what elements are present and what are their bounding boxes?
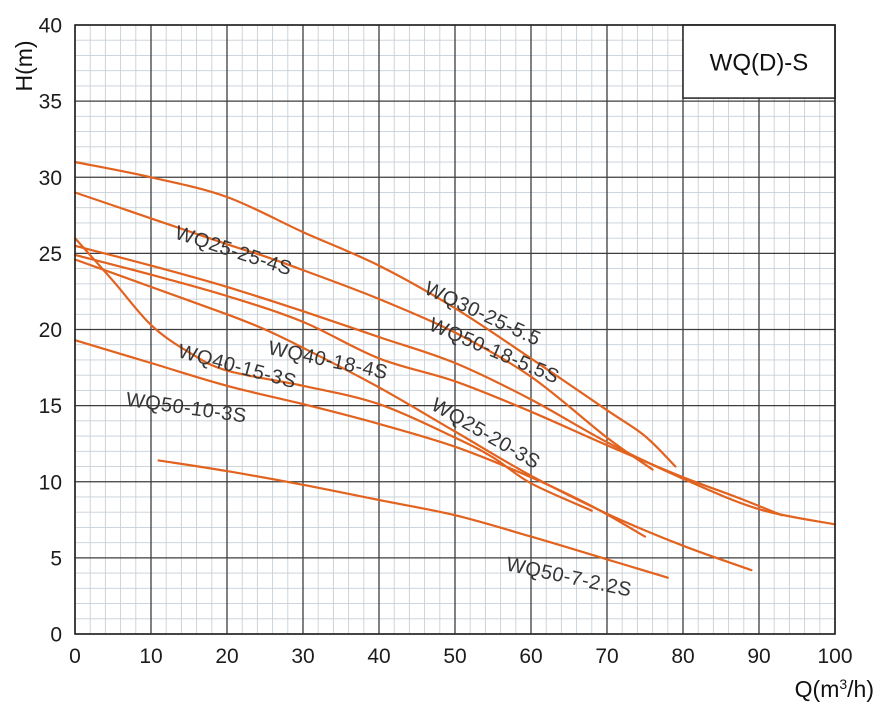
x-tick-40: 40 [367, 645, 390, 668]
curves [73, 160, 837, 579]
x-axis-title: Q(m3/h) [795, 676, 874, 702]
curve-label-WQ25-25-4S: WQ25-25-4S [172, 222, 295, 281]
x-tick-100: 100 [817, 645, 852, 668]
title-box-frame [682, 24, 836, 99]
y-tick-30: 30 [39, 167, 62, 190]
curve-WQ25-20-3S [73, 258, 753, 572]
curve-WQ30-25-5.5 [73, 160, 677, 468]
x-tick-80: 80 [671, 645, 694, 668]
x-tick-10: 10 [139, 645, 162, 668]
y-tick-0: 0 [50, 624, 62, 647]
x-tick-60: 60 [519, 645, 542, 668]
x-tick-70: 70 [595, 645, 618, 668]
x-tick-0: 0 [69, 645, 81, 668]
curve-WQ40-18-4S [73, 253, 783, 517]
curve-WQ25-25-4S [73, 191, 654, 471]
title-box: WQ(D)-S [682, 24, 836, 99]
x-axis-title-main: Q(m [795, 676, 840, 702]
x-tick-30: 30 [291, 645, 314, 668]
plot-border [74, 24, 836, 635]
curve-WQ50-7-2.2S [157, 459, 669, 579]
y-tick-5: 5 [50, 547, 62, 570]
y-tick-10: 10 [39, 471, 62, 494]
y-axis-title: H(m) [11, 40, 37, 91]
curve-WQ50-18-5.5S [73, 244, 837, 526]
y-tick-25: 25 [39, 243, 62, 266]
x-axis-title-sup: 3 [839, 676, 847, 692]
y-tick-40: 40 [39, 15, 62, 38]
y-tick-20: 20 [39, 319, 62, 342]
curve-label-WQ50-10-3S: WQ50-10-3S [125, 389, 249, 428]
y-tick-15: 15 [39, 395, 62, 418]
x-tick-20: 20 [215, 645, 238, 668]
x-tick-50: 50 [443, 645, 466, 668]
title-box-label: WQ(D)-S [710, 50, 809, 77]
y-tick-35: 35 [39, 91, 62, 114]
x-axis-title-rest: /h) [847, 676, 874, 702]
curve-WQ50-10-3S [73, 339, 647, 538]
x-tick-90: 90 [747, 645, 770, 668]
